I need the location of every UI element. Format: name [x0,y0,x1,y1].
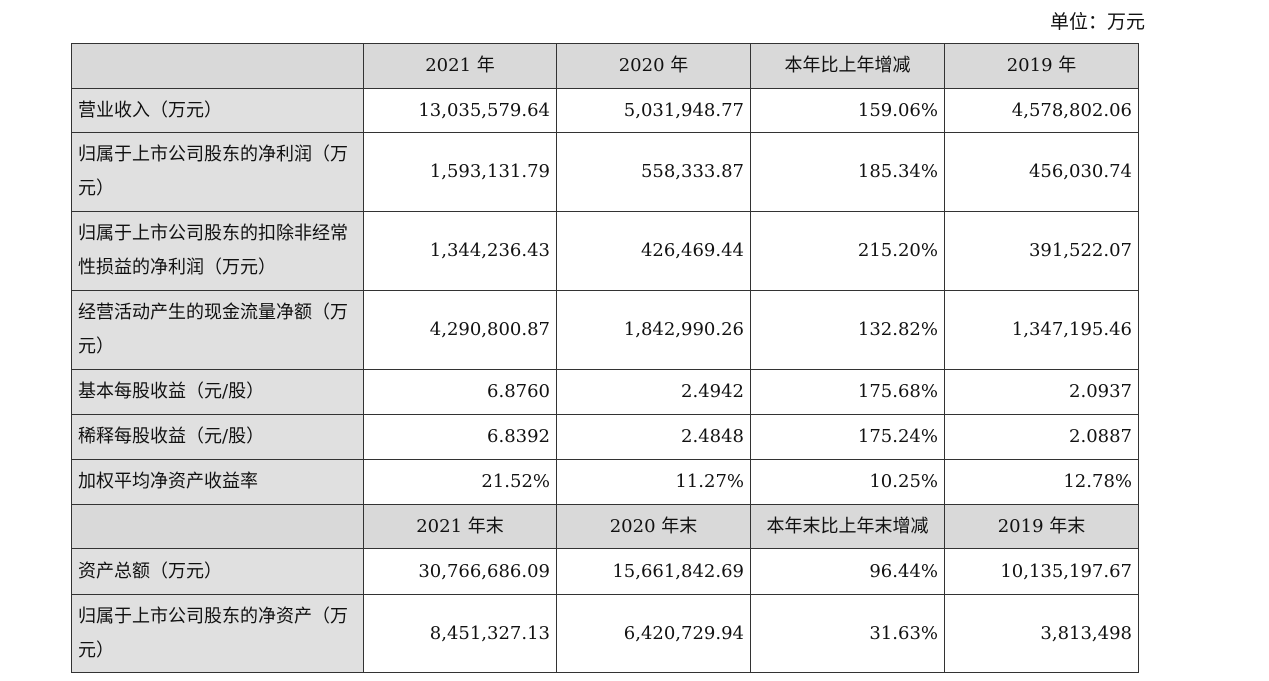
cell-2019: 1,347,195.46 [944,290,1139,370]
row-label: 基本每股收益（元/股） [71,369,364,415]
header-2020-end: 2020 年末 [556,504,751,549]
row-label: 归属于上市公司股东的净利润（万元） [71,132,364,212]
cell-2021: 6.8392 [363,414,557,460]
row-label: 经营活动产生的现金流量净额（万元） [71,290,364,370]
cell-2020: 11.27% [556,459,751,505]
cell-change: 31.63% [750,594,945,673]
row-label: 归属于上市公司股东的净资产（万元） [71,594,364,673]
cell-2021: 4,290,800.87 [363,290,557,370]
cell-2021: 1,593,131.79 [363,132,557,212]
table-row: 经营活动产生的现金流量净额（万元） 4,290,800.87 1,842,990… [71,290,1139,370]
table-row: 稀释每股收益（元/股） 6.8392 2.4848 175.24% 2.0887 [71,414,1139,460]
cell-2019: 12.78% [944,459,1139,505]
cell-2020-end: 6,420,729.94 [556,594,751,673]
table-row: 归属于上市公司股东的扣除非经常性损益的净利润（万元） 1,344,236.43 … [71,211,1139,291]
cell-2019: 4,578,802.06 [944,88,1139,133]
cell-2019: 391,522.07 [944,211,1139,291]
table-row: 营业收入（万元） 13,035,579.64 5,031,948.77 159.… [71,88,1139,133]
header-2021-end: 2021 年末 [363,504,557,549]
header-2019-end: 2019 年末 [944,504,1139,549]
cell-2019-end: 3,813,498 [944,594,1139,673]
row-label: 加权平均净资产收益率 [71,459,364,505]
cell-change: 185.34% [750,132,945,212]
row-label: 归属于上市公司股东的扣除非经常性损益的净利润（万元） [71,211,364,291]
cell-2020: 426,469.44 [556,211,751,291]
unit-label: 单位：万元 [1049,11,1145,33]
cell-2020-end: 15,661,842.69 [556,548,751,595]
header-2019: 2019 年 [944,43,1139,89]
cell-2020: 2.4848 [556,414,751,460]
cell-2020: 2.4942 [556,369,751,415]
cell-2020: 1,842,990.26 [556,290,751,370]
table-row: 基本每股收益（元/股） 6.8760 2.4942 175.68% 2.0937 [71,369,1139,415]
header-yoy-change: 本年比上年增减 [750,43,945,89]
row-label: 资产总额（万元） [71,548,364,595]
cell-2019: 2.0937 [944,369,1139,415]
cell-2021-end: 8,451,327.13 [363,594,557,673]
header-blank-cell [71,43,364,89]
header-2021: 2021 年 [363,43,557,89]
cell-change: 132.82% [750,290,945,370]
table-row: 加权平均净资产收益率 21.52% 11.27% 10.25% 12.78% [71,459,1139,505]
cell-2021: 6.8760 [363,369,557,415]
header-2020: 2020 年 [556,43,751,89]
cell-change: 215.20% [750,211,945,291]
cell-change: 175.24% [750,414,945,460]
cell-2021: 13,035,579.64 [363,88,557,133]
header-row-year-end: 2021 年末 2020 年末 本年末比上年末增减 2019 年末 [71,504,1139,549]
cell-change: 96.44% [750,548,945,595]
cell-2021-end: 30,766,686.09 [363,548,557,595]
header-row: 2021 年 2020 年 本年比上年增减 2019 年 [71,43,1139,89]
financial-summary-table: 2021 年 2020 年 本年比上年增减 2019 年 营业收入（万元） 13… [71,43,1139,673]
cell-2019: 456,030.74 [944,132,1139,212]
row-label: 稀释每股收益（元/股） [71,414,364,460]
cell-2020: 5,031,948.77 [556,88,751,133]
cell-2021: 21.52% [363,459,557,505]
cell-change: 159.06% [750,88,945,133]
row-label: 营业收入（万元） [71,88,364,133]
table-row: 归属于上市公司股东的净利润（万元） 1,593,131.79 558,333.8… [71,132,1139,212]
cell-2019: 2.0887 [944,414,1139,460]
header-blank-cell [71,504,364,549]
cell-change: 10.25% [750,459,945,505]
header-yoy-change-end: 本年末比上年末增减 [750,504,945,549]
table-row: 资产总额（万元） 30,766,686.09 15,661,842.69 96.… [71,548,1139,595]
table-row: 归属于上市公司股东的净资产（万元） 8,451,327.13 6,420,729… [71,594,1139,673]
cell-2020: 558,333.87 [556,132,751,212]
cell-2021: 1,344,236.43 [363,211,557,291]
cell-2019-end: 10,135,197.67 [944,548,1139,595]
cell-change: 175.68% [750,369,945,415]
